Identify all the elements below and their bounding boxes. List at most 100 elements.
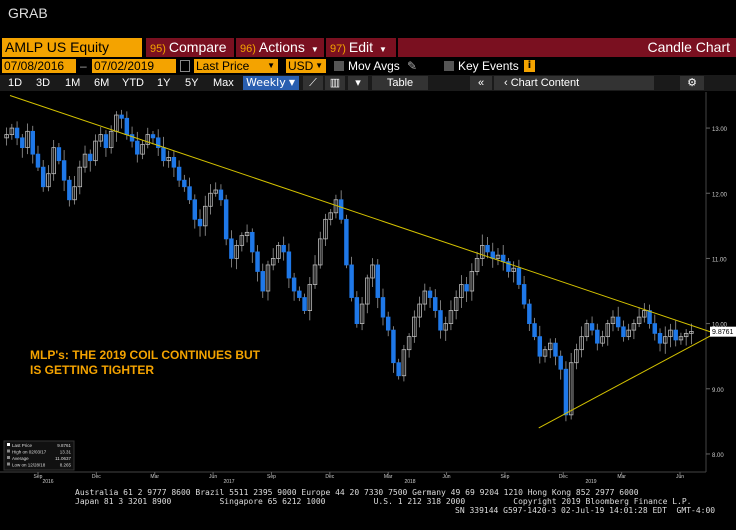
line-chart-icon[interactable]: ⟋ [303, 76, 323, 90]
candle-body [213, 189, 218, 194]
chart-type-icon[interactable]: ▥ [325, 76, 345, 90]
candle-body [223, 199, 229, 240]
edit-button[interactable]: 97) Edit ▼ [326, 38, 396, 57]
candle-body [485, 244, 490, 253]
candle-body [25, 130, 30, 149]
chevron-down-icon[interactable]: ▾ [348, 76, 368, 90]
candle-body [354, 297, 360, 325]
end-date-field[interactable]: 07/02/2019 [92, 59, 176, 73]
period-5y[interactable]: 5Y [185, 77, 199, 89]
edit-shortcut: 97) [330, 43, 346, 55]
candle-body [689, 331, 694, 334]
price-field-select[interactable]: Last Price ▼ [194, 59, 278, 73]
start-date-field[interactable]: 07/08/2016 [2, 59, 76, 73]
price-chart[interactable]: 13.00 12.00 11.00 10.00 9.00 8.00 Sep Dec Mar Ju… [0, 92, 736, 485]
candle-body [459, 284, 464, 298]
candle-body [208, 192, 213, 207]
candle-body [579, 336, 584, 351]
key-events-checkbox[interactable] [444, 61, 454, 71]
candle-body [124, 117, 130, 135]
price-field-label: Last Price [196, 59, 250, 73]
period-max[interactable]: Max [213, 77, 234, 89]
chart-name: Candle Chart [647, 39, 731, 55]
candle-body [338, 199, 344, 220]
candle-body [197, 218, 203, 227]
currency-select[interactable]: USD ▼ [286, 59, 326, 73]
candle-body [286, 251, 292, 279]
actions-button[interactable]: 96) Actions ▼ [236, 38, 324, 57]
candle-body [276, 244, 281, 259]
candle-body [396, 362, 401, 377]
security-field[interactable]: AMLP US Equity [2, 38, 142, 57]
chart-content-button[interactable]: ‹ Chart Content [494, 76, 654, 90]
candle-body [521, 284, 527, 305]
window-title: GRAB [8, 5, 48, 21]
actions-shortcut: 96) [240, 43, 256, 55]
candle-body [229, 238, 234, 259]
candle-body [663, 336, 668, 344]
period-ytd[interactable]: YTD [122, 77, 144, 89]
y-tick-label: 13.00 [712, 127, 728, 133]
legend-label: Low on 12/28/18 [12, 463, 46, 468]
candle-body [647, 310, 652, 325]
legend-label: Last Price [12, 443, 33, 448]
candle-body [657, 332, 663, 344]
candle-body [166, 157, 171, 162]
candle-body [495, 254, 501, 259]
candle-body [119, 114, 124, 119]
trendlines [9, 95, 716, 429]
info-icon[interactable]: i [524, 60, 535, 72]
legend-value: 9.8761 [57, 443, 71, 448]
candle-body [93, 140, 98, 162]
x-tick-label: Jun [676, 474, 684, 480]
period-1d[interactable]: 1D [8, 77, 23, 89]
candle-body [161, 147, 166, 162]
table-button[interactable]: Table [372, 76, 428, 90]
candle-body [51, 147, 56, 175]
candle-body [323, 218, 328, 240]
compare-button[interactable]: 95) Compare [146, 38, 234, 57]
last-price-value: 9.8761 [712, 329, 734, 336]
candle-body [171, 157, 177, 168]
collapse-left-icon[interactable]: « [470, 76, 492, 90]
calendar-icon[interactable] [180, 60, 190, 72]
compare-label: Compare [168, 39, 227, 55]
candle-body [500, 254, 506, 263]
chart-content-label: Chart Content [510, 77, 580, 89]
chevron-down-icon: ▼ [379, 45, 387, 54]
table-label: Table [386, 77, 414, 89]
candle-body [422, 290, 428, 305]
candle-chart-svg: 13.00 12.00 11.00 10.00 9.00 8.00 Sep Dec Mar Ju… [0, 92, 736, 485]
pencil-icon[interactable]: ✎ [407, 59, 418, 73]
candle-body [155, 137, 161, 149]
candle-body [406, 336, 412, 351]
candle-body [20, 137, 25, 149]
period-6m[interactable]: 6M [94, 77, 110, 89]
period-1m[interactable]: 1M [65, 77, 81, 89]
x-tick-label: Jun [443, 474, 451, 480]
candle-body [600, 336, 605, 344]
x-tick-label: Dec [92, 474, 101, 480]
x-tick-label: Sep [34, 474, 43, 480]
candle-body [9, 127, 15, 135]
period-3d[interactable]: 3D [36, 77, 51, 89]
legend-label: High on 02/03/17 [12, 450, 47, 455]
candle-body [370, 264, 375, 279]
chart-title-bar [398, 38, 736, 57]
candle-body [417, 303, 422, 318]
candle-body [448, 310, 454, 325]
candle-body [318, 238, 323, 266]
candle-body [668, 329, 673, 338]
candle-body [469, 271, 475, 292]
candle-body [260, 271, 265, 292]
frequency-select[interactable]: Weekly ▼ [243, 76, 299, 90]
candle-body [365, 277, 370, 305]
y-tick-label: 12.00 [712, 192, 728, 198]
candle-body [67, 179, 72, 201]
candle-body [203, 205, 208, 227]
mov-avgs-checkbox[interactable] [334, 61, 344, 71]
gear-icon[interactable]: ⚙ [680, 76, 704, 90]
period-1y[interactable]: 1Y [157, 77, 171, 89]
last-price-tag: 9.8761 [710, 326, 736, 337]
candle-body [359, 303, 365, 325]
